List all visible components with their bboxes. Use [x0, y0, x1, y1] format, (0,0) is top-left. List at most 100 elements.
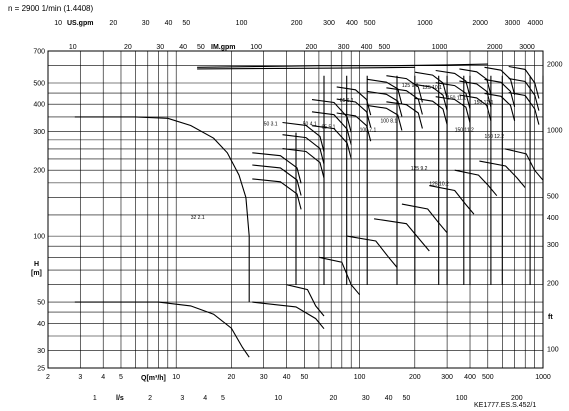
low-curve — [318, 256, 361, 296]
region-label: 150 11.2 — [455, 128, 474, 134]
family-curve — [311, 99, 352, 133]
family-curve — [282, 148, 325, 179]
family-curve — [435, 82, 471, 109]
family-curve — [282, 121, 325, 153]
x-usgpm-tick-label: 400 — [346, 20, 358, 27]
x-usgpm-tick-label: 2000 — [472, 20, 488, 27]
x-ls-tick-label: 30 — [362, 395, 370, 402]
x-imgpm-tick-label: 2000 — [487, 44, 503, 51]
x-ls-tick-label: 200 — [511, 395, 523, 402]
x-usgpm-tick-label: 4000 — [528, 20, 544, 27]
x-imgpm-tick-label: 40 — [179, 44, 187, 51]
low-curve — [454, 169, 498, 197]
x-imgpm-tick-label: 400 — [361, 44, 373, 51]
family-curve — [336, 86, 372, 116]
family-curve — [311, 111, 352, 145]
family-curve — [435, 96, 471, 123]
family-curve — [484, 66, 516, 95]
x-usgpm-tick-label: 500 — [364, 20, 376, 27]
family-curve — [414, 83, 448, 111]
y-tick-label: 50 — [37, 300, 45, 307]
region-label: 50 3.1 — [264, 121, 278, 127]
y-ft-tick-label: 200 — [547, 281, 559, 288]
x-imgpm-tick-label: 10 — [69, 44, 77, 51]
y-axis-unit: [m] — [31, 270, 42, 277]
low-curve — [429, 185, 475, 215]
x-tick-label: 500 — [482, 374, 494, 381]
x-tick-label: 300 — [441, 374, 453, 381]
region-label: 125 10.2 — [429, 182, 449, 188]
family-curve — [252, 178, 302, 210]
y-tick-label: 200 — [33, 168, 45, 175]
y-ft-tick-label: 500 — [547, 194, 559, 201]
x-tick-label: 2 — [46, 374, 50, 381]
y-tick-label: 40 — [37, 321, 45, 328]
x-usgpm-tick-label: 200 — [291, 20, 303, 27]
family-curve — [386, 87, 423, 115]
x-tick-label: 1000 — [535, 374, 551, 381]
family-curve — [484, 92, 516, 121]
x-imgpm-tick-label: 20 — [124, 44, 132, 51]
x-tick-label: 4 — [101, 374, 105, 381]
x-ls-tick-label: 50 — [403, 395, 411, 402]
axis-ticks: 2 3 4 5 10 20 30 40 50 100 200 300 400 500 1000 1 2 3 4 5 10… — [33, 20, 562, 402]
x-imgpm-tick-label: 3000 — [519, 44, 535, 51]
region-label: 125 9.2 — [411, 166, 428, 172]
x-tick-label: 100 — [354, 374, 366, 381]
x-ls-tick-label: 40 — [385, 395, 393, 402]
x-usgpm-tick-label: 20 — [109, 20, 117, 27]
y-tick-label: 700 — [33, 49, 45, 56]
x-ls-tick-label: 20 — [330, 395, 338, 402]
low-curve — [346, 235, 398, 268]
x-ls-tick-label: 5 — [221, 395, 225, 402]
x-usgpm-tick-label: 1000 — [417, 20, 433, 27]
x-usgpm-tick-label: 300 — [323, 20, 335, 27]
region-label: 65 5.1 — [322, 124, 336, 130]
family-curve — [367, 90, 403, 117]
x-imgpm-tick-label: 500 — [378, 44, 390, 51]
low-curve — [374, 218, 430, 252]
y-tick-label: 100 — [33, 234, 45, 241]
family-curve — [386, 101, 423, 129]
envelope-top — [197, 63, 488, 68]
y-axis-ft-label: ft — [548, 314, 553, 321]
y-ft-tick-label: 300 — [547, 242, 559, 249]
x-ls-tick-label: 4 — [203, 395, 207, 402]
family-curve — [386, 75, 423, 103]
x-axis-label: Q[m³/h] — [141, 375, 166, 382]
envelope-top-2 — [197, 66, 415, 70]
low-curve — [401, 203, 448, 234]
x-usgpm-tick-label: 100 — [236, 20, 248, 27]
region-label: 150 12.1 — [474, 100, 494, 106]
x-axis-imgpm-label: IM.gpm — [211, 44, 236, 51]
low-curve — [504, 148, 544, 181]
region-label: 100 7.1 — [360, 128, 377, 134]
family-curve — [252, 164, 302, 196]
curve-32-2-1-bottom — [74, 301, 250, 358]
region-label: 65 6.1 — [340, 98, 354, 104]
reference-code: KE1777.ES.S.452/1 — [474, 402, 536, 409]
family-curve — [367, 104, 403, 131]
region-label: 125 9.1 — [402, 83, 419, 89]
region-label: 125 10.1 — [422, 85, 442, 91]
y-tick-label: 500 — [33, 81, 45, 88]
x-imgpm-tick-label: 200 — [305, 44, 317, 51]
y-ft-tick-label: 2000 — [547, 62, 563, 69]
region-label: 150 12.2 — [485, 134, 505, 140]
y-tick-label: 300 — [33, 129, 45, 136]
x-tick-label: 50 — [300, 374, 308, 381]
region-label: 100 8.1 — [380, 119, 397, 125]
family-curve — [459, 68, 492, 95]
y-axis-label: H — [34, 261, 39, 268]
y-ft-tick-label: 100 — [547, 347, 559, 354]
y-tick-label: 400 — [33, 102, 45, 109]
x-tick-label: 400 — [464, 374, 476, 381]
low-curve — [479, 160, 526, 188]
y-ft-tick-label: 1000 — [547, 128, 563, 135]
family-curve — [282, 134, 325, 165]
family-curve — [311, 125, 352, 159]
region-label: 32 2.1 — [191, 215, 205, 221]
family-curve — [367, 78, 403, 105]
x-axis-usgpm-label: US.gpm — [67, 20, 93, 27]
